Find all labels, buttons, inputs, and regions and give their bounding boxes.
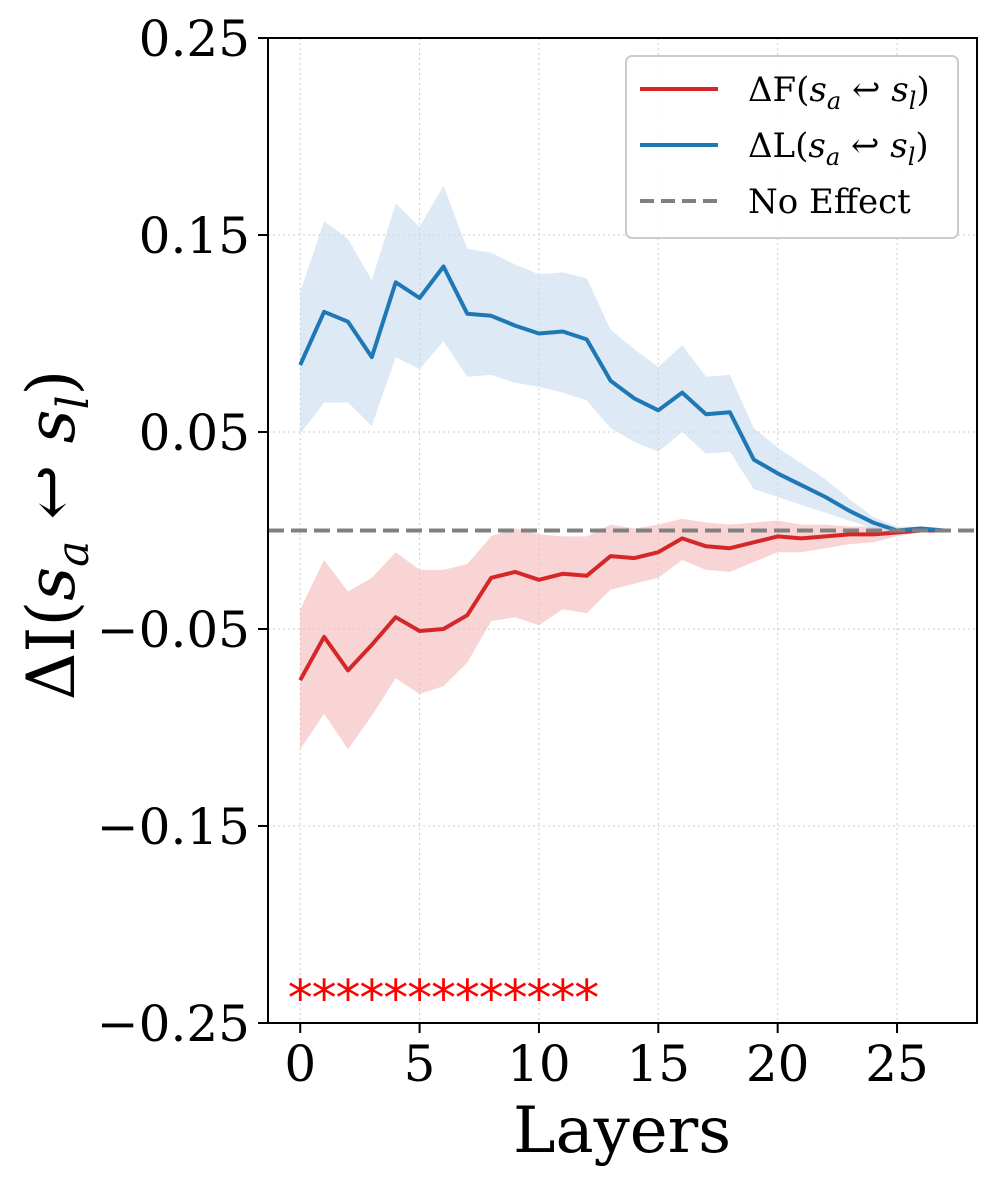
legend: ΔF(sa ↩ sl) ΔL(sa ↩ sl) No Effect [625,55,959,239]
significance-star: * [407,970,432,1028]
y-tick-label: 0.05 [139,404,250,462]
x-tick-label: 5 [404,1035,436,1093]
y-tick-label: 0.15 [139,207,250,265]
legend-item-delta-f-label: ΔF(sa ↩ sl) [748,70,930,115]
series-line-1 [298,264,945,533]
x-tick-label: 20 [746,1035,810,1093]
svg-text:ΔI(sa ↩ sl): ΔI(sa ↩ sl) [13,370,99,701]
y-tick-label: −0.05 [97,601,250,659]
significance-star: * [335,970,360,1028]
significance-star: * [312,970,337,1028]
y-tick-label: 0.25 [139,10,250,68]
significance-star: * [288,970,313,1028]
y-axis-label: ΔI(sa ↩ sl) [13,370,99,701]
plot-frame [267,37,978,1024]
significance-star: * [574,970,599,1028]
significance-star: * [503,970,528,1028]
x-tick-label: 15 [626,1035,690,1093]
y-tick-label: −0.25 [97,995,250,1053]
significance-star: * [359,970,384,1028]
x-axis-label: Layers [513,1094,731,1168]
series-line-0 [298,528,945,682]
series-lines [268,264,977,682]
significance-star: * [455,970,480,1028]
significance-star: * [383,970,408,1028]
legend-box [625,55,959,239]
x-tick-label: 10 [507,1035,571,1093]
y-tick-label: −0.15 [97,798,250,856]
significance-markers: ************* [288,970,599,1028]
significance-star: * [526,970,551,1028]
significance-star: * [431,970,456,1028]
x-tick-label: 0 [284,1035,316,1093]
axis-ticks: 0.25 0.15 0.05 −0.05 −0.15 −0.25 0 5 10 15 20 25 [97,10,929,1093]
significance-star: * [550,970,575,1028]
confidence-band-1 [300,185,945,533]
y-axis-label-text: ΔI( [13,601,90,700]
x-tick-label: 25 [865,1035,929,1093]
significance-star: * [479,970,504,1028]
confidence-band-0 [300,518,945,750]
legend-item-delta-l-label: ΔL(sa ↩ sl) [748,126,929,171]
legend-item-no-effect-label: No Effect [748,182,911,222]
confidence-bands [300,185,945,750]
